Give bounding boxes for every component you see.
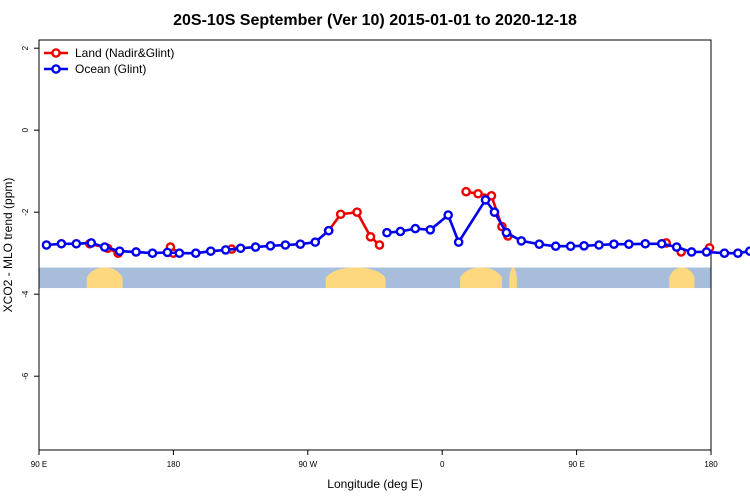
legend-label-0: Land (Nadir&Glint): [75, 46, 174, 60]
series-1-point-39: [671, 242, 682, 252]
series-1-point-37: [640, 238, 651, 249]
y-tick-label-2: -2: [21, 208, 30, 216]
series-0-point-10: [374, 240, 385, 250]
legend-marker-0: [51, 48, 61, 58]
legend-marker-1: [51, 64, 61, 74]
series-1-point-12: [220, 245, 231, 255]
series-1-point-23: [425, 225, 436, 235]
series-1-point-5: [114, 246, 125, 256]
y-tick-label-1: 0: [21, 127, 30, 132]
series-1-point-25: [453, 237, 464, 247]
land-mass-3: [509, 267, 517, 289]
series-0: [84, 186, 715, 258]
series-1-point-1: [56, 238, 67, 249]
land-sea-strip: [39, 267, 711, 289]
land-mass-1: [325, 267, 386, 289]
series-1-point-16: [280, 240, 291, 250]
series-1-point-6: [131, 247, 141, 257]
series-0-point-11: [461, 186, 471, 197]
series-1-point-19: [323, 225, 334, 236]
x-tick-label-1: 180: [167, 460, 181, 469]
series-1-point-10: [190, 248, 201, 258]
series-1-point-44: [745, 246, 750, 256]
series-1-point-34: [594, 240, 604, 250]
series-1-point-11: [205, 246, 216, 256]
series-1-point-32: [565, 241, 576, 252]
series-0-point-12: [473, 188, 483, 199]
series-1-point-4: [99, 242, 110, 252]
series-1-point-15: [265, 241, 276, 251]
series-1-point-2: [71, 238, 82, 249]
series-1-point-30: [534, 239, 545, 249]
x-tick-label-2: 90 W: [298, 460, 317, 469]
series-1-point-7: [147, 248, 158, 258]
series-1-point-8: [162, 247, 173, 258]
series-1-point-35: [609, 239, 619, 249]
series-1-point-20: [382, 227, 392, 238]
series-1-point-43: [733, 248, 743, 258]
series-1-point-28: [501, 227, 512, 238]
series-1-point-9: [174, 248, 185, 258]
series-1-point-21: [395, 226, 406, 237]
series-1-point-33: [579, 241, 589, 251]
series-1-point-14: [250, 242, 261, 252]
y-axis-label: XCO2 - MLO trend (ppm): [1, 178, 15, 313]
series-1-point-24: [443, 210, 453, 220]
y-tick-label-4: -6: [21, 372, 30, 380]
x-tick-label-5: 180: [704, 460, 718, 469]
series-0-point-7: [335, 209, 346, 220]
series-layer: [41, 186, 750, 258]
x-tick-label-0: 90 E: [31, 460, 47, 469]
land-mass-0: [86, 267, 123, 289]
series-0-point-9: [365, 231, 376, 242]
y-tick-label-3: -4: [21, 290, 30, 298]
series-1-point-13: [235, 243, 246, 254]
series-1: [41, 195, 750, 258]
legend-label-1: Ocean (Glint): [75, 62, 146, 76]
series-1-point-38: [656, 238, 667, 249]
land-mass-4: [669, 267, 695, 289]
series-1-point-18: [310, 237, 321, 247]
series-1-point-27: [489, 207, 500, 217]
series-1-point-0: [41, 240, 52, 250]
series-1-point-36: [624, 239, 634, 249]
legend: Land (Nadir&Glint) Ocean (Glint): [44, 46, 174, 76]
series-1-point-3: [86, 238, 97, 248]
x-tick-label-3: 0: [440, 460, 445, 469]
series-0-point-8: [352, 207, 362, 217]
series-1-point-42: [719, 248, 730, 258]
series-1-point-41: [701, 247, 712, 257]
series-1-point-31: [550, 241, 561, 252]
land-mass-2: [460, 267, 502, 289]
y-tick-label-0: 2: [21, 45, 30, 50]
series-1-point-17: [295, 239, 306, 249]
series-1-point-29: [516, 236, 527, 246]
axis-ticks: 90 E 180 90 W 0 90 E 180 2 0 -2 -4 -6: [21, 45, 718, 469]
x-tick-label-4: 90 E: [568, 460, 584, 469]
chart-title: 20S-10S September (Ver 10) 2015-01-01 to…: [173, 12, 577, 29]
x-axis-label: Longitude (deg E): [327, 477, 422, 491]
series-1-point-26: [480, 195, 491, 205]
series-1-point-40: [686, 247, 697, 257]
series-1-point-22: [410, 223, 421, 234]
